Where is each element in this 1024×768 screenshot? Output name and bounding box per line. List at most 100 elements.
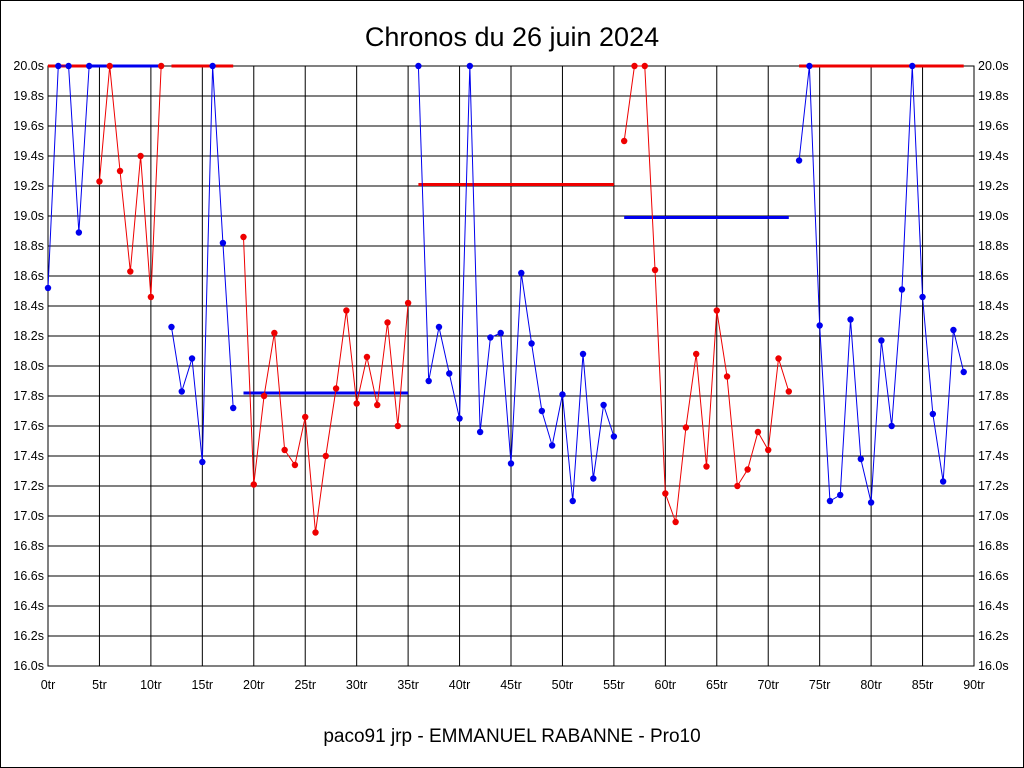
data-point bbox=[939, 478, 947, 485]
y-tick-label-left: 19.4s bbox=[13, 149, 44, 163]
data-point bbox=[600, 401, 607, 409]
y-tick-label-right: 18.8s bbox=[978, 239, 1009, 253]
data-point bbox=[425, 377, 432, 385]
data-point bbox=[579, 350, 587, 358]
y-tick-label-left: 18.2s bbox=[13, 329, 44, 343]
data-point bbox=[826, 497, 834, 505]
y-tick-label-left: 20.0s bbox=[13, 59, 44, 73]
series-red-3 bbox=[240, 233, 412, 536]
chart-subtitle: paco91 jrp - EMMANUEL RABANNE - Pro10 bbox=[323, 726, 700, 747]
data-point bbox=[188, 355, 196, 362]
data-point bbox=[343, 307, 350, 314]
y-tick-label-right: 16.4s bbox=[978, 599, 1009, 613]
y-tick-label-left: 17.4s bbox=[13, 449, 44, 463]
data-point bbox=[157, 62, 165, 70]
data-point bbox=[291, 461, 299, 469]
x-tick-label: 50tr bbox=[552, 678, 574, 692]
data-point bbox=[559, 391, 566, 398]
data-point bbox=[96, 178, 103, 185]
data-point bbox=[281, 446, 288, 454]
y-tick-label-left: 19.8s bbox=[13, 89, 44, 103]
y-tick-label-right: 19.2s bbox=[978, 179, 1009, 193]
x-tick-label: 80tr bbox=[860, 678, 882, 692]
data-point bbox=[168, 323, 175, 331]
data-point bbox=[446, 370, 453, 377]
y-tick-label-right: 18.0s bbox=[978, 359, 1009, 373]
series-blue-2 bbox=[168, 62, 237, 466]
y-tick-label-right: 17.4s bbox=[978, 449, 1009, 463]
series-line bbox=[417, 65, 615, 502]
data-point bbox=[250, 481, 257, 488]
y-tick-label-right: 19.4s bbox=[978, 149, 1009, 163]
data-point bbox=[219, 239, 227, 247]
y-tick-label-left: 19.2s bbox=[13, 179, 44, 193]
data-point bbox=[507, 460, 515, 467]
y-tick-label-right: 20.0s bbox=[978, 59, 1009, 73]
x-tick-label: 60tr bbox=[655, 678, 677, 692]
data-point bbox=[672, 518, 679, 526]
data-point bbox=[260, 392, 268, 400]
data-point bbox=[754, 428, 762, 436]
x-tick-label: 20tr bbox=[243, 678, 265, 692]
y-tick-label-left: 17.2s bbox=[13, 479, 44, 493]
y-tick-label-right: 19.6s bbox=[978, 119, 1009, 133]
data-point bbox=[651, 266, 659, 274]
data-point bbox=[353, 400, 360, 407]
y-tick-label-left: 19.0s bbox=[13, 209, 44, 223]
y-tick-label-left: 19.6s bbox=[13, 119, 44, 133]
data-point bbox=[106, 62, 113, 70]
x-tick-label: 90tr bbox=[963, 678, 985, 692]
data-point bbox=[209, 62, 216, 70]
y-tick-label-left: 16.8s bbox=[13, 539, 44, 553]
data-point bbox=[960, 368, 967, 376]
data-point bbox=[497, 329, 504, 337]
data-point bbox=[765, 446, 772, 454]
y-tick-label-right: 17.2s bbox=[978, 479, 1009, 493]
x-tick-label: 70tr bbox=[757, 678, 779, 692]
x-tick-label: 65tr bbox=[706, 678, 728, 692]
data-point bbox=[44, 284, 52, 292]
data-point bbox=[610, 433, 618, 440]
series-group bbox=[44, 62, 967, 536]
data-point bbox=[199, 458, 206, 466]
series-blue-0 bbox=[44, 62, 93, 292]
y-tick-label-right: 19.0s bbox=[978, 209, 1009, 223]
data-point bbox=[127, 268, 134, 275]
y-tick-label-right: 16.6s bbox=[978, 569, 1009, 583]
x-tick-label: 45tr bbox=[500, 678, 522, 692]
data-point bbox=[744, 466, 751, 473]
y-tick-label-left: 16.2s bbox=[13, 629, 44, 643]
data-point bbox=[55, 62, 62, 70]
data-point bbox=[631, 62, 638, 70]
y-tick-label-right: 18.4s bbox=[978, 299, 1009, 313]
data-point bbox=[476, 428, 484, 436]
x-tick-label: 25tr bbox=[294, 678, 316, 692]
y-tick-label-left: 17.6s bbox=[13, 419, 44, 433]
data-point bbox=[548, 442, 556, 449]
data-point bbox=[806, 62, 813, 70]
data-point bbox=[641, 62, 648, 70]
data-point bbox=[456, 415, 463, 422]
data-point bbox=[65, 62, 72, 70]
data-point bbox=[147, 293, 155, 301]
series-blue-6 bbox=[795, 62, 967, 506]
y-tick-label-left: 17.8s bbox=[13, 389, 44, 403]
data-point bbox=[723, 373, 731, 380]
y-tick-label-left: 16.4s bbox=[13, 599, 44, 613]
y-tick-label-right: 18.2s bbox=[978, 329, 1009, 343]
data-point bbox=[929, 410, 937, 418]
y-tick-label-left: 18.6s bbox=[13, 269, 44, 283]
data-point bbox=[837, 491, 844, 499]
data-point bbox=[713, 307, 720, 314]
series-red-1 bbox=[96, 62, 165, 301]
x-tick-label: 0tr bbox=[41, 678, 56, 692]
x-tick-label: 5tr bbox=[92, 678, 107, 692]
data-point bbox=[795, 157, 803, 164]
x-tick-label: 10tr bbox=[140, 678, 162, 692]
data-point bbox=[898, 286, 906, 293]
series-blue-4 bbox=[415, 62, 618, 505]
data-point bbox=[867, 499, 875, 506]
y-tick-label-right: 16.2s bbox=[978, 629, 1009, 643]
data-point bbox=[435, 323, 443, 331]
